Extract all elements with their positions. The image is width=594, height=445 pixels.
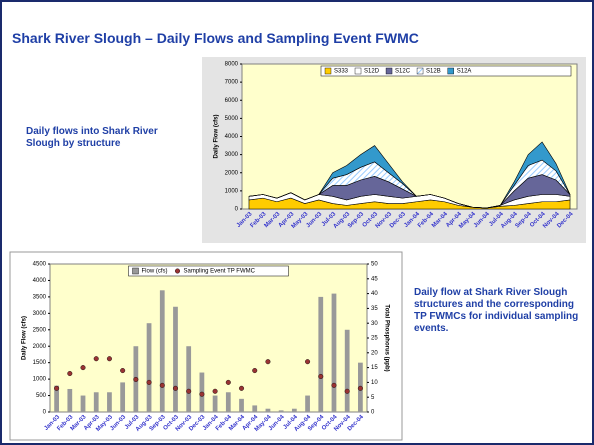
point — [146, 379, 152, 385]
caption: Daily flow at Shark River Slough structu… — [414, 287, 579, 334]
bar — [265, 408, 271, 412]
y2-tick-label: 25 — [371, 336, 378, 342]
legend-swatch — [324, 67, 332, 75]
y2-tick-label: 50 — [371, 262, 378, 268]
point — [305, 359, 311, 365]
y-tick-label: 3000 — [33, 311, 47, 317]
bar — [239, 398, 244, 412]
legend-swatch — [447, 67, 454, 75]
legend-label: Flow (cfs) — [142, 269, 168, 275]
y-tick-label: 4000 — [33, 278, 47, 284]
y2-tick-label: 45 — [371, 276, 378, 282]
legend-label: S333 — [334, 69, 349, 75]
point — [67, 371, 73, 377]
y-tick-label: 2000 — [33, 344, 47, 350]
y-tick-label: 2500 — [33, 327, 47, 333]
point — [80, 365, 86, 371]
y-tick-label: 7000 — [225, 80, 239, 86]
y-tick-label: 0 — [235, 207, 239, 213]
point — [93, 356, 99, 362]
bar — [212, 395, 218, 412]
area — [248, 141, 571, 209]
y-tick-label: 3500 — [33, 294, 47, 300]
point — [159, 382, 165, 388]
legend-label: S12C — [395, 69, 411, 75]
bar — [93, 392, 99, 412]
y-tick-label: 2000 — [225, 170, 239, 176]
y-tick-label: 6000 — [225, 98, 239, 104]
bar — [318, 296, 324, 412]
bar — [291, 408, 297, 412]
y2-tick-label: 40 — [371, 291, 378, 297]
point — [120, 368, 126, 374]
y2-tick-label: 5 — [371, 395, 375, 401]
y-tick-label: 4500 — [33, 262, 47, 268]
point — [357, 385, 363, 391]
caption: Daily flows into Shark River Slough by s… — [26, 126, 158, 149]
slide-title: Shark River Slough – Daily Flows and Sam… — [12, 30, 419, 46]
point — [172, 385, 178, 391]
point — [252, 368, 258, 374]
y-tick-label: 8000 — [225, 62, 239, 68]
point — [344, 388, 350, 394]
bar — [225, 392, 231, 412]
y-tick-label: 4000 — [225, 134, 239, 140]
y2-tick-label: 10 — [371, 380, 378, 386]
point — [265, 359, 271, 365]
bar — [80, 395, 86, 412]
plot-area — [49, 263, 368, 413]
bar — [146, 323, 152, 412]
bar — [107, 392, 112, 412]
point — [186, 388, 192, 394]
bar — [186, 346, 192, 412]
legend-swatch — [416, 67, 424, 75]
legend-swatch — [385, 67, 393, 75]
bar — [54, 385, 59, 412]
y-tick-label: 0 — [43, 410, 47, 416]
point — [318, 373, 324, 379]
legend-swatch — [132, 267, 139, 275]
point — [106, 356, 112, 362]
legend-label: Sampling Event TP FWMC — [184, 269, 256, 275]
point — [331, 382, 337, 388]
y-axis-title: Daily Flow (cfs) — [214, 114, 220, 158]
bar — [67, 388, 73, 412]
bar — [252, 405, 258, 412]
y-tick-label: 1000 — [33, 377, 47, 383]
bar — [120, 382, 126, 412]
y2-tick-label: 30 — [371, 321, 378, 327]
legend-swatch — [354, 67, 362, 75]
point — [239, 385, 245, 391]
point — [133, 376, 139, 382]
bar — [173, 306, 178, 412]
y-tick-label: 500 — [36, 393, 47, 399]
point — [212, 388, 218, 394]
y-tick-label: 1500 — [33, 360, 47, 366]
legend — [320, 65, 572, 77]
y2-tick-label: 15 — [371, 365, 378, 371]
bar — [305, 395, 310, 412]
legend — [128, 265, 289, 277]
bar — [159, 290, 165, 412]
legend-label: S12A — [457, 69, 472, 75]
y-tick-label: 3000 — [225, 152, 239, 158]
y2-tick-label: 20 — [371, 350, 378, 356]
y2-tick-label: 35 — [371, 306, 378, 312]
legend-label: S12D — [364, 69, 380, 75]
bar — [344, 329, 350, 412]
legend-label: S12B — [426, 69, 441, 75]
bar — [278, 410, 284, 412]
point — [199, 391, 205, 397]
legend-swatch — [174, 268, 180, 274]
point — [225, 379, 231, 385]
y-tick-label: 1000 — [225, 188, 239, 194]
y2-axis-title: Total Phosphorus (ppb) — [383, 304, 389, 371]
point — [54, 385, 60, 391]
bar — [331, 293, 337, 412]
y-axis-title: Daily Flow (cfs) — [22, 316, 28, 360]
y-tick-label: 5000 — [225, 116, 239, 122]
y2-tick-label: 0 — [371, 410, 375, 416]
